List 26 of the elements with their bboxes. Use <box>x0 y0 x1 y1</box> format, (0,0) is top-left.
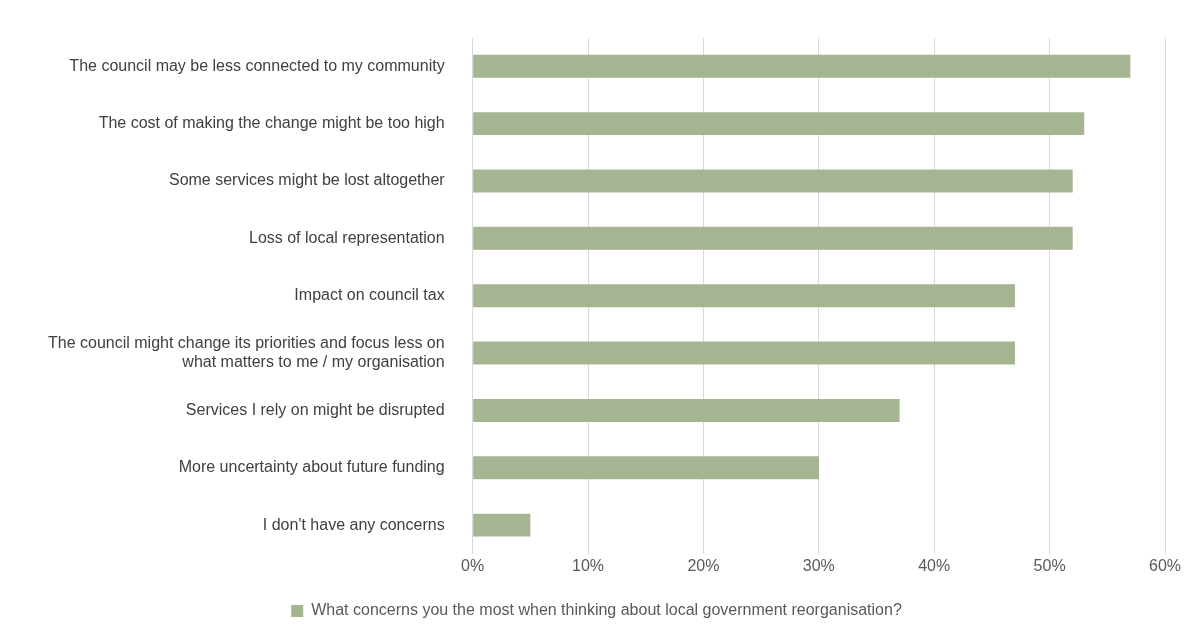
x-tick-label: 40% <box>918 556 951 574</box>
bar <box>473 341 1015 365</box>
bar <box>473 54 1131 78</box>
y-tick-label: Some services might be lost altogether <box>168 171 446 189</box>
y-tick-label: Loss of local representation <box>248 228 445 246</box>
bar <box>473 169 1073 193</box>
y-tick-label: Impact on council tax <box>294 286 445 304</box>
x-tick-label: 0% <box>461 556 485 574</box>
x-tick-label: 30% <box>802 556 835 574</box>
bar <box>473 513 531 537</box>
y-tick-label: More uncertainty about future funding <box>178 458 445 476</box>
x-tick-label: 50% <box>1033 556 1066 574</box>
y-tick-label: Services I rely on might be disrupted <box>185 400 445 418</box>
x-tick-label: 60% <box>1148 556 1182 574</box>
bar <box>473 112 1085 136</box>
bar <box>473 398 900 422</box>
y-tick-label: The cost of making the change might be too high <box>98 114 445 132</box>
legend-label: What concerns you the most when thinking about local government reorganisation? <box>311 601 902 619</box>
y-tick-label: The council may be less connected to my community <box>69 56 445 74</box>
x-tick-label: 10% <box>572 556 605 574</box>
bar <box>473 456 819 480</box>
bar <box>473 226 1073 250</box>
y-tick-label: The council might change its priorities and focus less on what matters to me / my organisation <box>47 333 445 371</box>
y-tick-label: I don't have any concerns <box>262 515 445 533</box>
x-tick-label: 20% <box>687 556 720 574</box>
bar <box>473 284 1015 308</box>
